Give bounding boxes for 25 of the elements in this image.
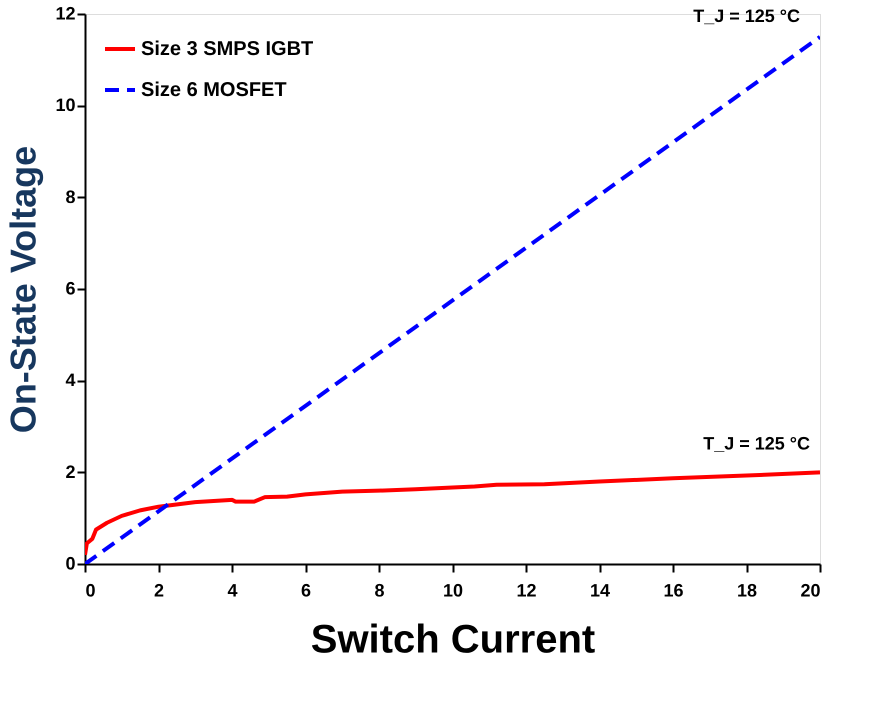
y-tick-label: 10 (55, 95, 76, 116)
y-tick-label: 12 (55, 4, 76, 24)
x-tick-label: 0 (86, 580, 96, 600)
line-series (85, 470, 820, 557)
x-tick-label: 10 (442, 580, 464, 600)
y-tick-label: 4 (65, 370, 76, 390)
x-tick-label: 2 (154, 580, 164, 600)
x-tick-label: 18 (736, 580, 758, 600)
x-tick-label: 12 (516, 580, 537, 600)
y-tick-label: 6 (65, 278, 76, 298)
x-tick-label: 16 (663, 580, 684, 600)
annotation: T_J = 125 °C (693, 6, 800, 26)
x-tick-label: 4 (227, 580, 238, 600)
legend-label: Size 6 MOSFET (141, 79, 287, 101)
x-tick-label: 14 (590, 580, 610, 600)
y-tick-label: 2 (65, 462, 76, 482)
x-tick-label: 20 (800, 580, 820, 600)
y-axis-title: On-State Voltage (2, 146, 44, 434)
annotation: T_J = 125 °C (703, 433, 810, 454)
x-tick-label: 6 (300, 580, 312, 600)
x-tick-label: 8 (374, 580, 385, 600)
legend-label: Size 3 SMPS IGBT (141, 38, 314, 60)
x-axis-title: Switch Current (310, 618, 596, 662)
y-tick-label: 8 (65, 186, 76, 207)
y-tick-label: 0 (65, 554, 76, 574)
